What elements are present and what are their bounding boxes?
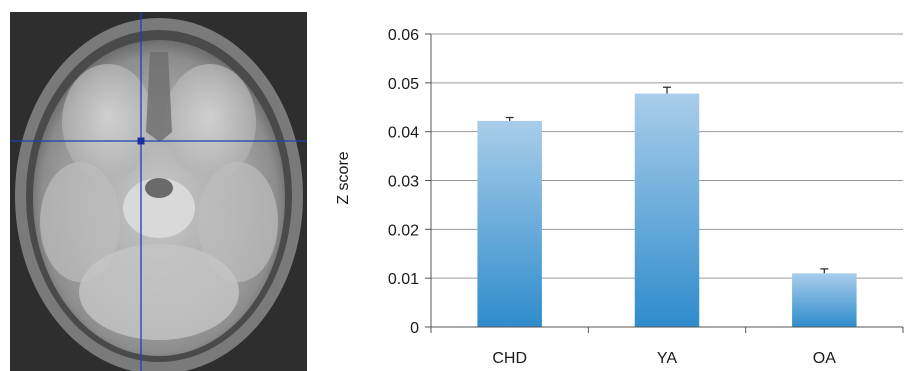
white-matter-left <box>62 64 154 180</box>
y-tick-label: 0.05 <box>388 76 419 93</box>
cerebellum <box>79 244 239 340</box>
midbrain-dark <box>145 178 173 198</box>
temporal-lobe-left <box>40 162 120 282</box>
bar-chd <box>477 120 542 327</box>
y-axis-label: Z score <box>335 151 352 204</box>
frontal-fissure <box>146 52 172 142</box>
crosshair-marker <box>137 137 145 145</box>
y-tick-label: 0 <box>410 320 419 337</box>
y-tick-label: 0.01 <box>388 271 419 288</box>
y-tick-label: 0.03 <box>388 174 419 191</box>
x-tick-label: YA <box>657 350 677 367</box>
bar-oa <box>792 273 857 327</box>
y-tick-label: 0.06 <box>388 27 419 44</box>
brain-mri-image <box>10 12 307 371</box>
bar-chart: 0 0.01 0.02 0.03 0.04 0.05 0.06 CHD YA OA Z score <box>335 27 904 367</box>
white-matter-right <box>164 64 256 180</box>
temporal-lobe-right <box>198 162 278 282</box>
bar-ya <box>634 93 700 328</box>
y-tick-label: 0.02 <box>388 222 419 239</box>
y-tick-label: 0.04 <box>388 125 419 142</box>
x-tick-label: CHD <box>492 350 527 367</box>
x-tick-label: OA <box>813 350 836 367</box>
